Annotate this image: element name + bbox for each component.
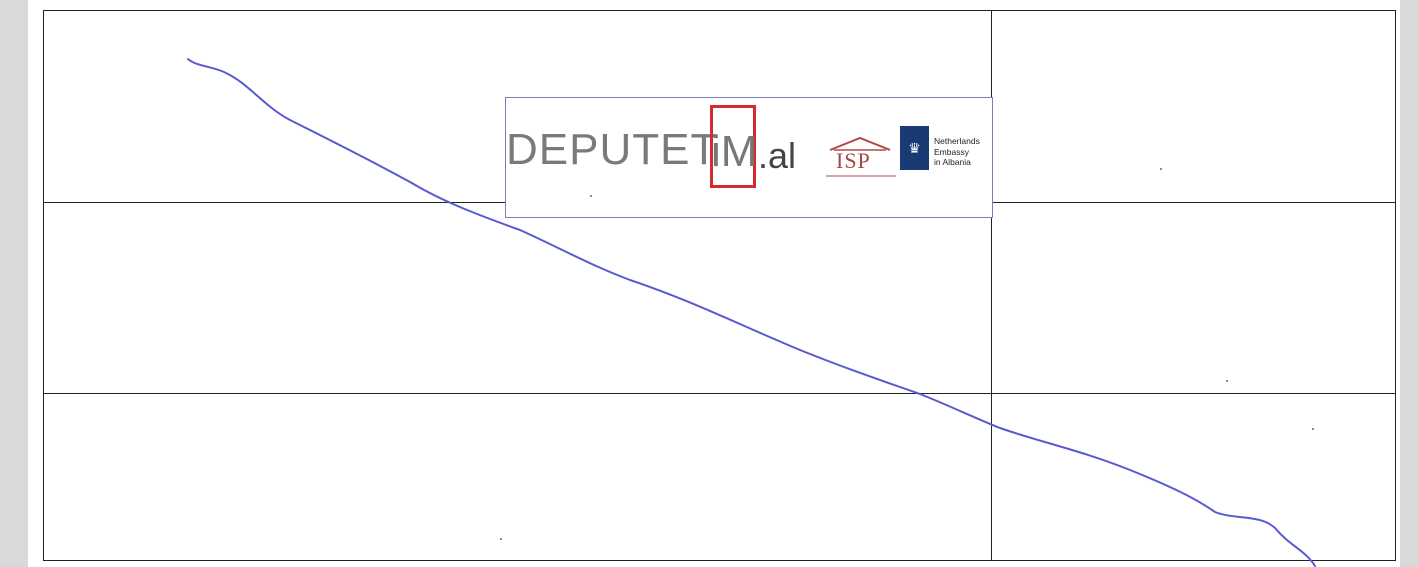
scan-speck — [500, 538, 502, 540]
table-frame — [43, 10, 1396, 561]
scan-speck — [1160, 168, 1162, 170]
brand-suffix: .al — [758, 135, 797, 176]
logo-banner: DEPUTET iM .al ISP ♛ Netherlands Embassy… — [505, 97, 993, 218]
scan-speck — [590, 195, 592, 197]
table-row-divider — [43, 393, 1396, 394]
netherlands-crest-icon: ♛ — [900, 126, 929, 170]
table-column-divider — [991, 10, 992, 561]
isp-underline-icon — [826, 175, 896, 177]
brand-text: DEPUTET — [506, 125, 719, 174]
embassy-label: Netherlands Embassy in Albania — [934, 136, 980, 168]
brand-highlight-text: iM — [711, 127, 758, 176]
isp-logo-text: ISP — [836, 148, 871, 173]
embassy-line: in Albania — [934, 157, 971, 168]
scan-speck — [1226, 380, 1228, 382]
embassy-line: Embassy — [934, 146, 969, 157]
embassy-line: Netherlands — [934, 136, 980, 146]
scan-speck — [1312, 428, 1314, 430]
